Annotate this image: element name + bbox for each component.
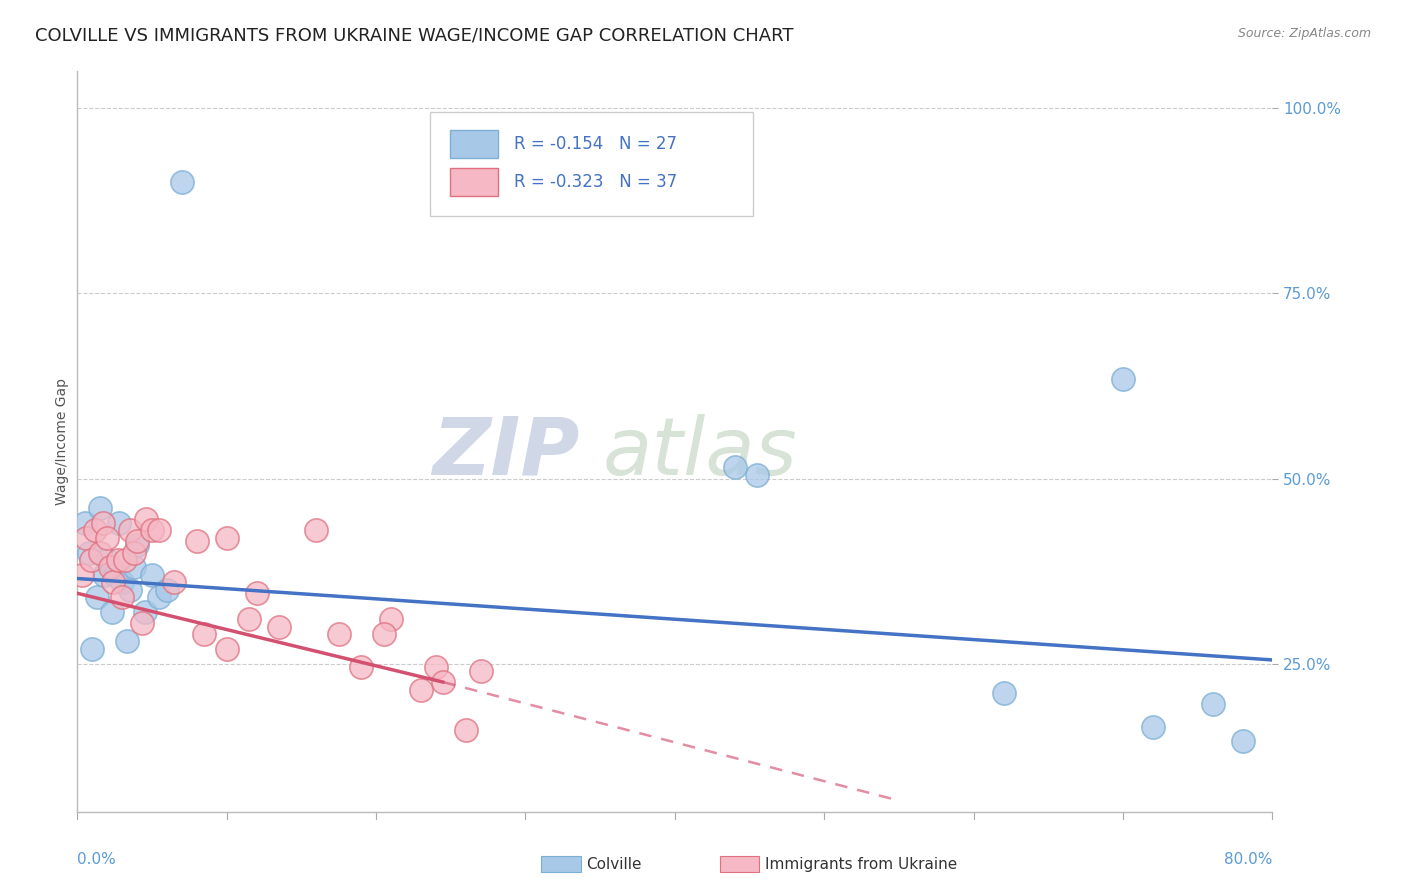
Text: 80.0%: 80.0% <box>1225 853 1272 867</box>
Point <box>96 531 118 545</box>
Point <box>454 723 477 738</box>
Point <box>118 582 141 597</box>
Point <box>238 612 260 626</box>
Point <box>305 524 328 538</box>
Point <box>193 627 215 641</box>
Point <box>89 501 111 516</box>
Point <box>724 460 747 475</box>
Point <box>745 467 768 482</box>
Point <box>107 553 129 567</box>
Point <box>70 567 93 582</box>
Point <box>82 641 104 656</box>
Point <box>134 605 156 619</box>
Point <box>470 664 492 678</box>
Point <box>118 524 141 538</box>
Point <box>93 567 115 582</box>
Point <box>127 534 149 549</box>
Point <box>350 660 373 674</box>
Point <box>80 553 103 567</box>
Point <box>91 516 114 530</box>
Text: COLVILLE VS IMMIGRANTS FROM UKRAINE WAGE/INCOME GAP CORRELATION CHART: COLVILLE VS IMMIGRANTS FROM UKRAINE WAGE… <box>35 27 793 45</box>
Text: Colville: Colville <box>586 857 641 871</box>
Point <box>141 524 163 538</box>
Point <box>104 567 127 582</box>
Point <box>122 560 145 574</box>
Point <box>103 575 124 590</box>
Point <box>373 627 395 641</box>
Bar <box>450 168 498 195</box>
Text: Source: ZipAtlas.com: Source: ZipAtlas.com <box>1237 27 1371 40</box>
Text: ZIP: ZIP <box>432 414 579 491</box>
Point <box>432 675 454 690</box>
Point <box>1112 371 1135 385</box>
Text: Immigrants from Ukraine: Immigrants from Ukraine <box>765 857 957 871</box>
Point <box>115 634 138 648</box>
Point <box>163 575 186 590</box>
Point <box>156 582 179 597</box>
Point <box>89 546 111 560</box>
Point <box>170 175 193 190</box>
Text: R = -0.323   N = 37: R = -0.323 N = 37 <box>513 173 676 191</box>
Text: R = -0.154   N = 27: R = -0.154 N = 27 <box>513 135 676 153</box>
Point <box>100 605 122 619</box>
Point <box>993 686 1015 700</box>
Point <box>84 524 107 538</box>
Point <box>75 531 97 545</box>
Point <box>267 619 290 633</box>
Point <box>1232 734 1254 748</box>
Point <box>108 516 131 530</box>
Point <box>246 586 269 600</box>
Point <box>141 567 163 582</box>
Point <box>328 627 350 641</box>
Point <box>148 590 170 604</box>
Point <box>111 575 134 590</box>
Point <box>73 516 96 530</box>
Point <box>380 612 402 626</box>
Point <box>122 546 145 560</box>
Point <box>114 553 136 567</box>
Point <box>111 590 134 604</box>
Point <box>409 682 432 697</box>
Point <box>1202 698 1225 712</box>
Point <box>127 538 149 552</box>
Point <box>186 534 208 549</box>
Bar <box>450 130 498 158</box>
FancyBboxPatch shape <box>430 112 752 216</box>
Point <box>215 641 238 656</box>
Text: atlas: atlas <box>603 414 799 491</box>
Point <box>425 660 447 674</box>
Point <box>135 512 157 526</box>
Text: 0.0%: 0.0% <box>77 853 117 867</box>
Point <box>1142 720 1164 734</box>
Point <box>96 553 118 567</box>
Point <box>131 615 153 630</box>
Point <box>98 560 121 574</box>
Point <box>79 546 101 560</box>
Point <box>86 590 108 604</box>
Y-axis label: Wage/Income Gap: Wage/Income Gap <box>55 378 69 505</box>
Point <box>148 524 170 538</box>
Point <box>215 531 238 545</box>
